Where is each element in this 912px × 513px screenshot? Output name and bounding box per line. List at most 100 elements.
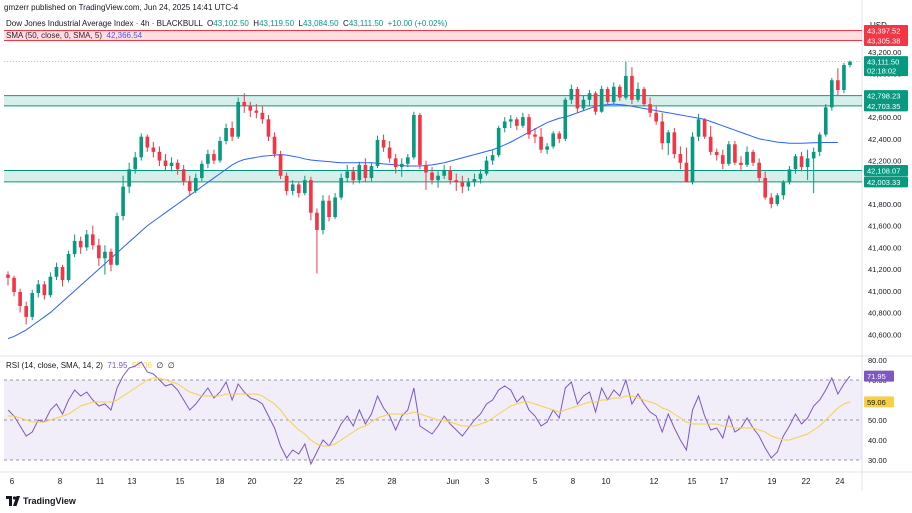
time-tick: 5 [533, 477, 538, 486]
candle-body [72, 240, 77, 254]
candle-body [375, 139, 380, 166]
sma-indicator-value: 42,366.54 [106, 31, 143, 40]
candle-body [805, 158, 810, 168]
candle-body [757, 162, 761, 178]
candle-body [315, 212, 319, 231]
candle-body [260, 112, 265, 120]
candle-body [442, 170, 446, 176]
candle-body [175, 162, 180, 170]
candle-body [569, 88, 574, 100]
rsi-value-label: 71.95 [867, 372, 886, 381]
time-tick: 20 [248, 477, 257, 486]
candle-body [78, 240, 83, 248]
candle-body [515, 119, 519, 126]
time-tick: 15 [176, 477, 185, 486]
candle-body [720, 155, 725, 164]
rsi-extra-1: ∅ [156, 361, 164, 370]
rsi-ma-label: 59.06 [867, 398, 886, 407]
candle-body [30, 293, 35, 317]
candle-body [842, 65, 846, 90]
price-label-text: 43,111.50 [867, 58, 899, 67]
candle-body [763, 177, 768, 198]
sma-indicator-label[interactable]: SMA (50, close, 0, SMA, 5) [6, 31, 103, 40]
time-tick: 13 [128, 477, 137, 486]
candle-body [139, 136, 144, 158]
publisher-header: gmzerr published on TradingView.com, Jun… [4, 3, 239, 12]
candle-body [254, 110, 259, 113]
time-tick: 22 [294, 477, 303, 486]
candle-body [145, 136, 150, 148]
symbol-legend: Dow Jones Industrial Average Index · 4h … [6, 18, 447, 42]
candle-body [121, 186, 125, 216]
candle-body [357, 164, 362, 181]
candle-body [648, 104, 652, 113]
candle-body [60, 266, 65, 280]
candle-body [714, 151, 719, 156]
candle-body [405, 157, 410, 164]
rsi-extra-2: ∅ [167, 361, 175, 370]
price-label-box [864, 35, 908, 47]
candle-body [327, 200, 331, 218]
candle-body [393, 158, 398, 168]
price-tick: 40,600.00 [868, 330, 901, 339]
price-tick: 41,000.00 [868, 287, 901, 296]
rsi-ma-box [864, 396, 894, 408]
candle-body [630, 75, 634, 100]
candle-body [539, 136, 543, 150]
candle-body [224, 128, 228, 142]
candle-body [36, 284, 41, 294]
time-tick: 22 [802, 477, 811, 486]
price-label-box [864, 90, 908, 102]
price-tick: 42,400.00 [868, 135, 901, 144]
candle-body [823, 107, 828, 135]
candle-body [817, 134, 822, 152]
candle-body [266, 119, 271, 137]
time-tick: 24 [836, 477, 845, 486]
price-tick: 41,200.00 [868, 265, 901, 274]
candle-body [339, 177, 343, 198]
rsi-indicator-label[interactable]: RSI (14, close, SMA, 14, 2) [6, 361, 103, 370]
candle-body [381, 139, 386, 148]
candle-body [545, 146, 549, 150]
candle-body [605, 88, 610, 102]
time-tick: 11 [96, 477, 105, 486]
candle-body [448, 170, 453, 181]
candle-body [775, 195, 780, 204]
symbol-title[interactable]: Dow Jones Industrial Average Index · 4h … [6, 19, 203, 28]
candle-body [508, 119, 513, 122]
candle-body [236, 101, 241, 137]
candle-body [418, 114, 422, 165]
rsi-tick: 80.00 [868, 356, 887, 365]
candle-body [157, 151, 162, 161]
candle-body [836, 80, 840, 90]
close-label: C [343, 19, 349, 28]
candle-body [151, 147, 156, 152]
candle-body [163, 160, 168, 166]
change-value: +10.00 (+0.02%) [387, 19, 448, 28]
candle-body [169, 162, 174, 166]
time-tick: 3 [485, 477, 490, 486]
candle-body [684, 162, 689, 183]
candle-body [593, 93, 598, 112]
candle-body [193, 177, 198, 191]
time-tick: 25 [336, 477, 345, 486]
candle-body [460, 182, 465, 187]
candle-body [739, 162, 743, 165]
price-tick: 43,200.00 [868, 48, 901, 57]
time-tick: 19 [768, 477, 777, 486]
rsi-tick: 30.00 [868, 456, 887, 465]
candle-body [781, 182, 786, 196]
candle-body [787, 169, 792, 183]
price-label-text: 42,003.33 [867, 178, 900, 187]
candle-body [690, 136, 695, 183]
candle-body [127, 169, 131, 187]
candle-body [97, 245, 101, 259]
candle-body [430, 172, 434, 181]
candle-body [830, 80, 834, 108]
candle-body [369, 166, 374, 178]
candle-body [502, 121, 507, 128]
candle-body [575, 88, 580, 109]
time-tick: 6 [10, 477, 15, 486]
candle-body [206, 154, 210, 164]
